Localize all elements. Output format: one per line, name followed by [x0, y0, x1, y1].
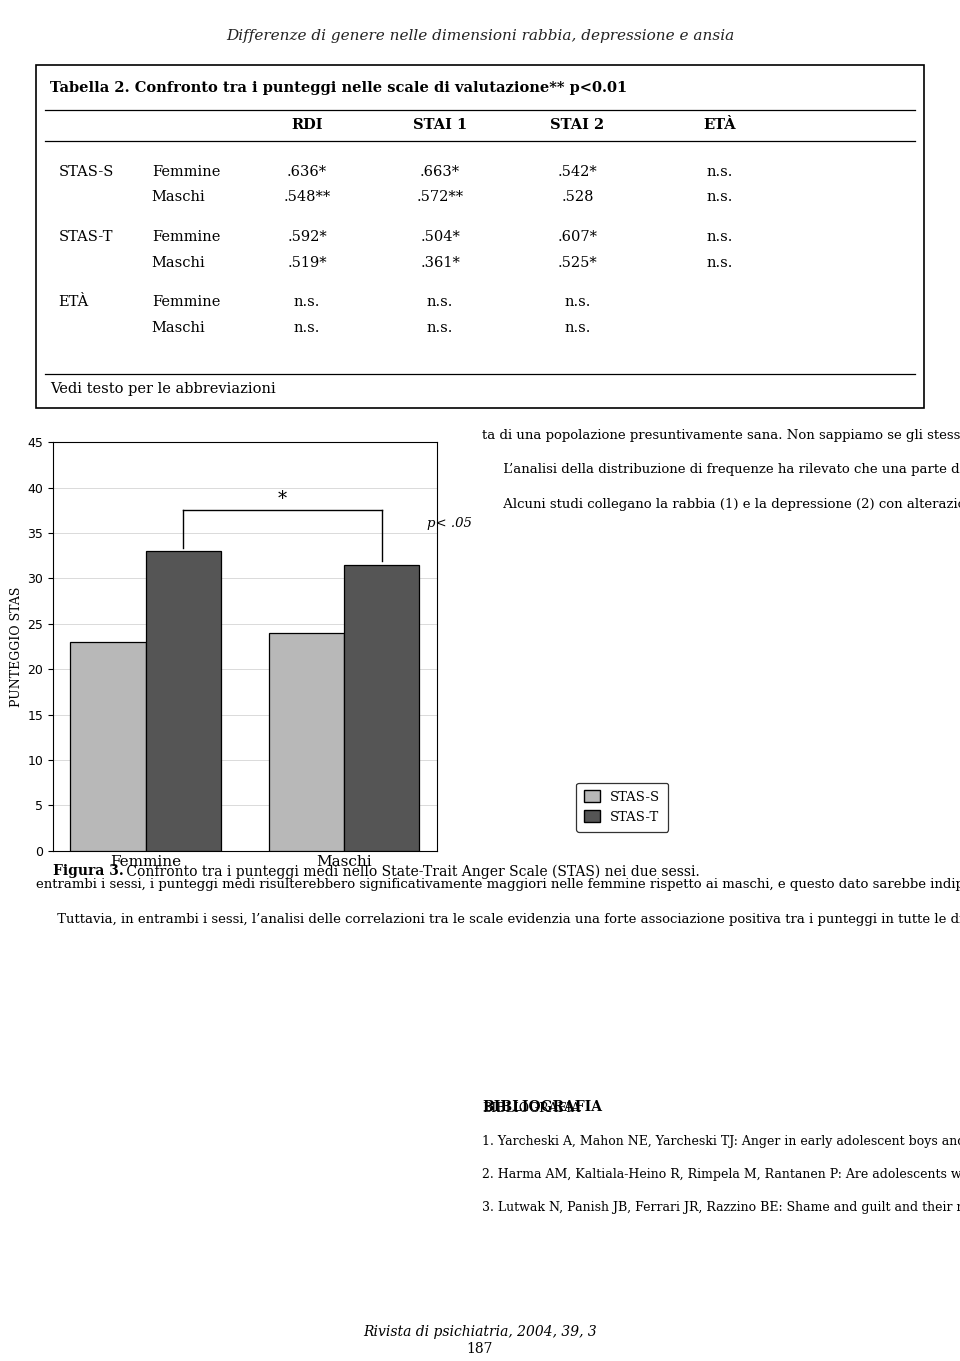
- Bar: [146, 551, 221, 851]
- Text: n.s.: n.s.: [707, 165, 732, 178]
- Text: .636*: .636*: [287, 165, 327, 178]
- Text: .519*: .519*: [287, 256, 326, 269]
- Text: BIBLIOGRAFIA: BIBLIOGRAFIA: [482, 1100, 602, 1115]
- Text: p< .05: p< .05: [427, 517, 472, 531]
- Text: Maschi: Maschi: [152, 321, 205, 335]
- Text: .607*: .607*: [558, 230, 597, 244]
- Text: entrambi i sessi, i punteggi medi risulterebbero significativamente maggiori nel: entrambi i sessi, i punteggi medi risult…: [36, 878, 960, 925]
- Text: Tabella 2. Confronto tra i punteggi nelle scale di valutazione** p<0.01: Tabella 2. Confronto tra i punteggi nell…: [50, 80, 627, 95]
- Text: .528: .528: [562, 191, 594, 204]
- Text: Vedi testo per le abbreviazioni: Vedi testo per le abbreviazioni: [50, 382, 276, 396]
- Text: Femmine: Femmine: [152, 230, 220, 244]
- Text: Maschi: Maschi: [152, 256, 205, 269]
- Text: ETÀ: ETÀ: [703, 118, 735, 132]
- Text: ta di una popolazione presuntivamente sana. Non sappiamo se gli stessi dati sara: ta di una popolazione presuntivamente sa…: [482, 429, 960, 512]
- Text: BIBLIOGRAFIA

1. Yarcheski A, Mahon NE, Yarcheski TJ: Anger in early adolescent : BIBLIOGRAFIA 1. Yarcheski A, Mahon NE, Y…: [482, 1102, 960, 1214]
- Bar: [70, 642, 146, 851]
- Text: .572**: .572**: [417, 191, 464, 204]
- Text: n.s.: n.s.: [707, 191, 732, 204]
- Bar: [344, 565, 420, 851]
- Text: RDI: RDI: [291, 118, 323, 132]
- Text: n.s.: n.s.: [707, 256, 732, 269]
- Text: *: *: [278, 490, 287, 508]
- Text: n.s.: n.s.: [427, 295, 453, 309]
- Text: .592*: .592*: [287, 230, 327, 244]
- Text: n.s.: n.s.: [427, 321, 453, 335]
- Text: .663*: .663*: [420, 165, 460, 178]
- Text: Femmine: Femmine: [152, 165, 220, 178]
- Text: Figura 3.: Figura 3.: [53, 864, 124, 878]
- Text: STAI 1: STAI 1: [413, 118, 468, 132]
- Text: Maschi: Maschi: [152, 191, 205, 204]
- Text: n.s.: n.s.: [564, 295, 590, 309]
- Bar: [269, 633, 344, 851]
- Text: STAS-S: STAS-S: [59, 165, 114, 178]
- Text: STAI 2: STAI 2: [550, 118, 605, 132]
- Text: .542*: .542*: [558, 165, 597, 178]
- Text: Rivista di psichiatria, 2004, 39, 3: Rivista di psichiatria, 2004, 39, 3: [363, 1326, 597, 1339]
- Text: .361*: .361*: [420, 256, 460, 269]
- Text: .504*: .504*: [420, 230, 460, 244]
- Y-axis label: PUNTEGGIO STAS: PUNTEGGIO STAS: [10, 587, 23, 706]
- Text: .548**: .548**: [283, 191, 330, 204]
- Text: ETÀ: ETÀ: [59, 295, 89, 309]
- Text: 187: 187: [467, 1342, 493, 1356]
- Text: n.s.: n.s.: [294, 295, 321, 309]
- Text: n.s.: n.s.: [294, 321, 321, 335]
- Text: Femmine: Femmine: [152, 295, 220, 309]
- Legend: STAS-S, STAS-T: STAS-S, STAS-T: [576, 783, 668, 832]
- Text: STAS-T: STAS-T: [59, 230, 113, 244]
- Text: n.s.: n.s.: [564, 321, 590, 335]
- Text: n.s.: n.s.: [707, 230, 732, 244]
- Text: .525*: .525*: [558, 256, 597, 269]
- Text: Differenze di genere nelle dimensioni rabbia, depressione e ansia: Differenze di genere nelle dimensioni ra…: [226, 29, 734, 42]
- Text: Confronto tra i punteggi medi nello State-Trait Anger Scale (STAS) nei due sessi: Confronto tra i punteggi medi nello Stat…: [122, 864, 700, 879]
